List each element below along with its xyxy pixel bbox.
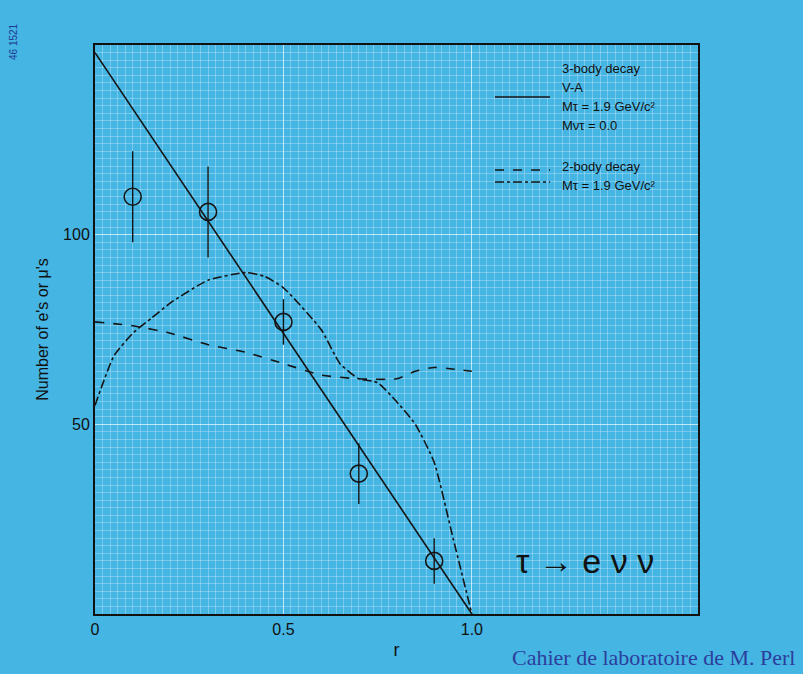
svg-text:3-body decay: 3-body decay xyxy=(562,61,641,76)
svg-text:1.0: 1.0 xyxy=(461,621,483,638)
svg-text:Mτ = 1.9 GeV/c²: Mτ = 1.9 GeV/c² xyxy=(562,178,656,193)
svg-text:0: 0 xyxy=(91,621,100,638)
svg-text:Cahier de laboratoire de M. Pe: Cahier de laboratoire de M. Perl xyxy=(512,645,795,670)
svg-text:Mτ = 1.9 GeV/c²: Mτ = 1.9 GeV/c² xyxy=(562,99,656,114)
svg-text:V-A: V-A xyxy=(562,80,583,95)
svg-text:Mντ = 0.0: Mντ = 0.0 xyxy=(562,118,617,133)
svg-text:46 1521: 46 1521 xyxy=(8,23,19,60)
svg-text:0.5: 0.5 xyxy=(272,621,294,638)
svg-text:τ → e ν ν: τ → e ν ν xyxy=(516,542,654,580)
svg-text:Number of e's or μ's: Number of e's or μ's xyxy=(34,258,51,400)
svg-text:2-body decay: 2-body decay xyxy=(562,159,641,174)
svg-text:100: 100 xyxy=(63,226,90,243)
svg-text:r: r xyxy=(394,640,400,660)
svg-text:50: 50 xyxy=(72,416,90,433)
